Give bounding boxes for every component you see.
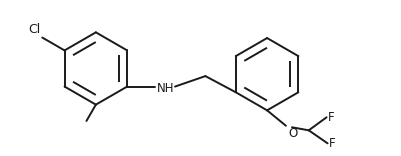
Text: O: O (288, 127, 298, 140)
Text: F: F (328, 111, 335, 124)
Text: F: F (329, 137, 336, 150)
Text: Cl: Cl (28, 23, 41, 36)
Text: NH: NH (157, 82, 174, 95)
